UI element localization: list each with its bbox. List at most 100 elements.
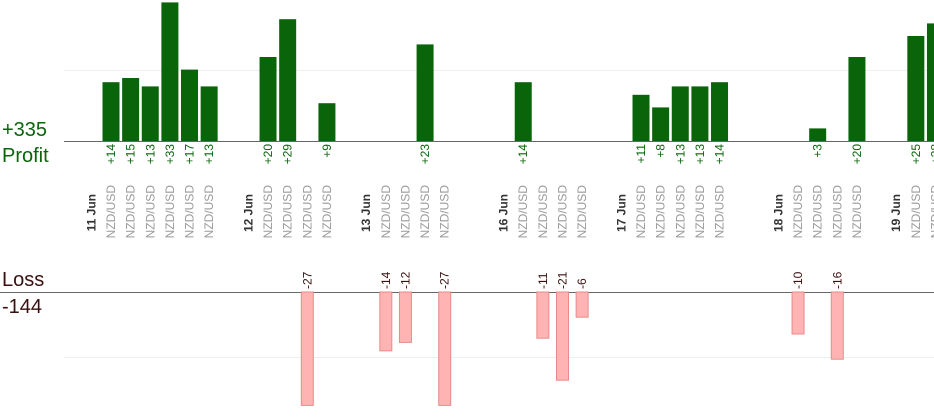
loss-value-label: -27	[438, 271, 452, 289]
pair-label: NZD/USD	[713, 185, 727, 239]
profit-value-label: +13	[693, 144, 707, 165]
pair-labels: NZD/USD NZD/USD NZD/USD NZD/USD NZD/USD NZD/U…	[104, 185, 934, 239]
pair-label: NZD/USD	[673, 185, 687, 239]
date-label: 17 Jun	[614, 194, 628, 232]
profit-bar	[416, 44, 434, 141]
pair-label: NZD/USD	[536, 185, 550, 239]
profit-bar	[102, 82, 120, 141]
date-label: 12 Jun	[241, 194, 255, 232]
pair-label: NZD/USD	[379, 185, 393, 239]
loss-bar	[575, 291, 589, 318]
profit-value-label: +14	[104, 144, 118, 165]
profit-bar	[181, 69, 199, 141]
profit-bar	[122, 78, 140, 141]
profit-bar	[632, 94, 650, 141]
profit-value-label: +3	[811, 144, 825, 158]
profit-bar	[711, 82, 729, 141]
pair-label: NZD/USD	[575, 185, 589, 239]
profit-bar	[848, 57, 866, 141]
date-label: 13 Jun	[359, 194, 373, 232]
profit-bar	[141, 86, 159, 141]
loss-value-label: -27	[300, 271, 314, 289]
loss-value-label: -12	[398, 271, 412, 289]
pair-label: NZD/USD	[830, 185, 844, 239]
pair-label: NZD/USD	[693, 185, 707, 239]
profit-value-label: +9	[320, 144, 334, 158]
profit-bar	[652, 107, 670, 141]
pair-label: NZD/USD	[850, 185, 864, 239]
loss-label: Loss	[2, 269, 45, 291]
pair-label: NZD/USD	[438, 185, 452, 239]
profit-bar	[161, 2, 179, 142]
pair-label: NZD/USD	[281, 185, 295, 239]
date-label: 11 Jun	[84, 194, 98, 231]
loss-bar	[300, 291, 314, 406]
date-label: 16 Jun	[497, 194, 511, 232]
pair-label: NZD/USD	[555, 185, 569, 239]
pair-label: NZD/USD	[909, 185, 923, 239]
loss-bar	[830, 291, 844, 360]
loss-bar	[536, 291, 550, 339]
profit-total: +335	[2, 119, 48, 141]
profit-value-label: +17	[183, 144, 197, 165]
date-label: 18 Jun	[771, 194, 785, 232]
profit-bar	[671, 86, 689, 141]
pair-label: NZD/USD	[418, 185, 432, 239]
pair-label: NZD/USD	[811, 185, 825, 239]
profit-value-label: +25	[909, 144, 923, 165]
profit-bar	[907, 36, 925, 141]
profit-value-label: +14	[713, 144, 727, 165]
loss-value-label: -21	[555, 271, 569, 289]
profit-bars	[102, 2, 934, 142]
pair-label: NZD/USD	[202, 185, 216, 239]
profit-value-label: +13	[143, 144, 157, 165]
loss-total: -144	[2, 296, 43, 318]
pair-label: NZD/USD	[634, 185, 648, 239]
pair-label: NZD/USD	[928, 185, 934, 239]
profit-value-label: +28	[928, 144, 934, 165]
pair-label: NZD/USD	[143, 185, 157, 239]
pair-label: NZD/USD	[261, 185, 275, 239]
loss-bar	[555, 291, 569, 381]
loss-value-label: -6	[575, 278, 589, 289]
profit-bar	[259, 57, 277, 141]
profit-bar	[279, 19, 297, 142]
pair-label: NZD/USD	[791, 185, 805, 239]
profit-label: Profit	[2, 145, 49, 167]
profit-value-label: +23	[418, 144, 432, 165]
profit-value-label: +13	[673, 144, 687, 165]
grid-layer	[0, 70, 934, 358]
profit-bar	[514, 82, 532, 141]
pair-label: NZD/USD	[104, 185, 118, 239]
pair-label: NZD/USD	[163, 185, 177, 239]
profit-bar	[926, 23, 934, 141]
pair-label: NZD/USD	[300, 185, 314, 239]
pair-label: NZD/USD	[124, 185, 138, 239]
profit-bar	[318, 103, 336, 141]
loss-bar	[438, 291, 452, 406]
profit-value-label: +14	[516, 144, 530, 165]
profit-bar	[809, 128, 827, 141]
profit-value-label: +8	[654, 144, 668, 158]
pair-label: NZD/USD	[516, 185, 530, 239]
pair-label: NZD/USD	[398, 185, 412, 239]
profit-value-label: +11	[634, 144, 648, 164]
profit-value-label: +13	[202, 144, 216, 165]
loss-bar	[791, 291, 805, 335]
loss-bar	[379, 291, 393, 352]
profit-value-label: +20	[261, 144, 275, 165]
profit-value-label: +15	[124, 144, 138, 165]
value-labels: +14 +15 +13 +33 +17 +13 +20 +29 -27 +9 -14 -12 +23 -2…	[104, 144, 934, 289]
profit-bar	[691, 86, 709, 141]
profit-value-label: +29	[281, 144, 295, 165]
pair-label: NZD/USD	[320, 185, 334, 239]
loss-value-label: -16	[830, 271, 844, 289]
pair-label: NZD/USD	[183, 185, 197, 239]
profit-bar	[200, 86, 218, 141]
loss-value-label: -11	[536, 272, 550, 289]
loss-value-label: -14	[379, 271, 393, 289]
loss-bar	[398, 291, 412, 343]
loss-value-label: -10	[791, 271, 805, 289]
date-label: 19 Jun	[889, 194, 903, 232]
